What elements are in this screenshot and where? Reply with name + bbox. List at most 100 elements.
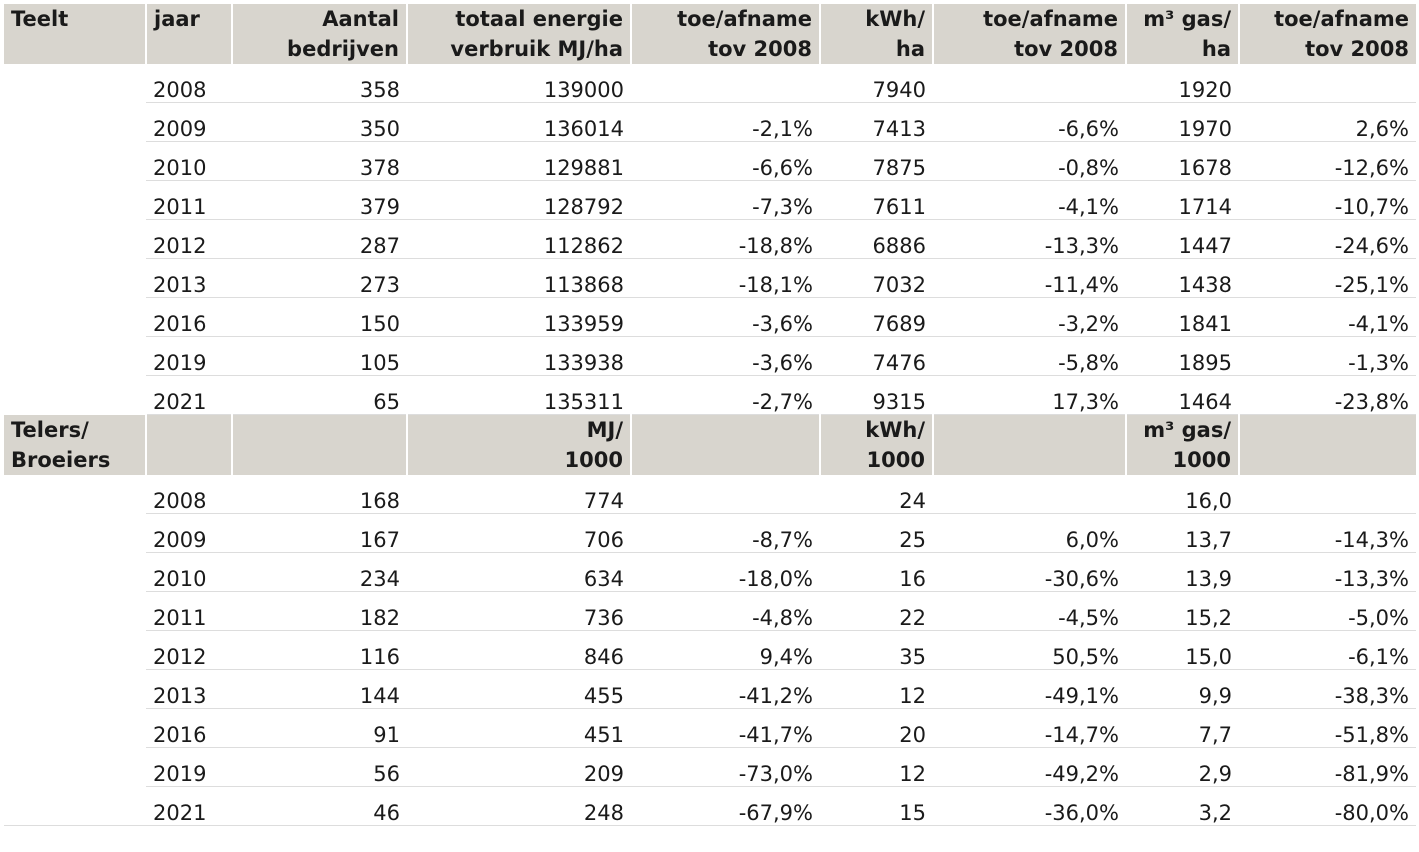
aantal-cell: 56 xyxy=(232,747,407,787)
toe-afname-kwh-cell: -0,8% xyxy=(933,141,1126,181)
jaar-cell: 2008 xyxy=(146,475,232,514)
section2-body: 2008 168 774 24 16,0 2009 167 706 -8,7% 25 6,0% 13,… xyxy=(4,475,1416,826)
jaar-cell: 2009 xyxy=(146,513,232,553)
header-energie-line1: totaal energie xyxy=(455,7,623,31)
toe-afname-gas-cell xyxy=(1239,64,1416,103)
gas-cell: 1920 xyxy=(1126,64,1239,103)
table-row: 2021 65 135311 -2,7% 9315 17,3% 1464 -23,8% xyxy=(4,375,1416,415)
table-row: 2010 378 129881 -6,6% 7875 -0,8% 1678 -12,6% xyxy=(4,141,1416,181)
gas-cell: 13,9 xyxy=(1126,552,1239,592)
kwh-cell: 7413 xyxy=(820,102,933,142)
toe-afname-energie-cell: -18,0% xyxy=(631,552,820,592)
header-toe2-line1: toe/afname xyxy=(983,7,1118,31)
energie-cell: 455 xyxy=(407,669,631,709)
header2-mj-line1: MJ/ xyxy=(586,418,623,442)
table-row: 2019 56 209 -73,0% 12 -49,2% 2,9 -81,9% xyxy=(4,747,1416,787)
teelt-cell xyxy=(4,514,146,553)
jaar-cell: 2011 xyxy=(146,591,232,631)
gas-cell: 1970 xyxy=(1126,102,1239,142)
header2-gas-line2: 1000 xyxy=(1172,448,1231,472)
toe-afname-kwh-cell: -3,2% xyxy=(933,297,1126,337)
energie-cell: 128792 xyxy=(407,180,631,220)
aantal-cell: 150 xyxy=(232,297,407,337)
teelt-cell xyxy=(4,64,146,103)
table-row: 2013 144 455 -41,2% 12 -49,1% 9,9 -38,3% xyxy=(4,669,1416,709)
toe-afname-kwh-cell: -49,1% xyxy=(933,669,1126,709)
toe-afname-kwh-cell xyxy=(933,475,1126,514)
toe-afname-gas-cell: -80,0% xyxy=(1239,786,1416,826)
toe-afname-gas-cell: -6,1% xyxy=(1239,630,1416,670)
teelt-cell xyxy=(4,142,146,181)
toe-afname-energie-cell: -6,6% xyxy=(631,141,820,181)
jaar-cell: 2019 xyxy=(146,336,232,376)
jaar-cell: 2012 xyxy=(146,630,232,670)
teelt-cell xyxy=(4,376,146,415)
gas-cell: 1447 xyxy=(1126,219,1239,259)
gas-cell: 16,0 xyxy=(1126,475,1239,514)
table-row: 2008 168 774 24 16,0 xyxy=(4,475,1416,514)
header-toe-afname-energie: toe/afname tov 2008 xyxy=(631,4,821,64)
kwh-cell: 22 xyxy=(820,591,933,631)
toe-afname-gas-cell xyxy=(1239,475,1416,514)
header-gas-line1: m³ gas/ xyxy=(1143,7,1231,31)
teelt-cell xyxy=(4,670,146,709)
kwh-cell: 9315 xyxy=(820,375,933,415)
header2-empty-toe1 xyxy=(631,414,821,475)
kwh-cell: 15 xyxy=(820,786,933,826)
jaar-cell: 2013 xyxy=(146,258,232,298)
energie-cell: 248 xyxy=(407,786,631,826)
toe-afname-energie-cell: -73,0% xyxy=(631,747,820,787)
header-toe-afname-gas: toe/afname tov 2008 xyxy=(1239,4,1416,64)
section1-body: 2008 358 139000 7940 1920 2009 350 136014 -2,1% 7… xyxy=(4,64,1416,415)
teelt-cell xyxy=(4,553,146,592)
gas-cell: 13,7 xyxy=(1126,513,1239,553)
toe-afname-kwh-cell: 17,3% xyxy=(933,375,1126,415)
toe-afname-energie-cell: -18,1% xyxy=(631,258,820,298)
kwh-cell: 7032 xyxy=(820,258,933,298)
energie-cell: 774 xyxy=(407,475,631,514)
teelt-cell xyxy=(4,748,146,787)
energie-cell: 133938 xyxy=(407,336,631,376)
energie-cell: 129881 xyxy=(407,141,631,181)
teelt-cell xyxy=(4,181,146,220)
jaar-cell: 2021 xyxy=(146,786,232,826)
gas-cell: 7,7 xyxy=(1126,708,1239,748)
teelt-cell xyxy=(4,103,146,142)
kwh-cell: 12 xyxy=(820,669,933,709)
header2-gas-line1: m³ gas/ xyxy=(1143,418,1231,442)
teelt-cell xyxy=(4,298,146,337)
kwh-cell: 7611 xyxy=(820,180,933,220)
energie-cell: 209 xyxy=(407,747,631,787)
energie-cell: 451 xyxy=(407,708,631,748)
jaar-cell: 2010 xyxy=(146,141,232,181)
header-toe1-line1: toe/afname xyxy=(677,7,812,31)
table-row: 2009 167 706 -8,7% 25 6,0% 13,7 -14,3% xyxy=(4,513,1416,553)
header-toe-afname-kwh: toe/afname tov 2008 xyxy=(933,4,1127,64)
energy-table: Teelt jaar Aantal bedrijven totaal energ… xyxy=(4,4,1416,826)
aantal-cell: 167 xyxy=(232,513,407,553)
gas-cell: 3,2 xyxy=(1126,786,1239,826)
teelt-cell xyxy=(4,786,146,826)
table-row: 2009 350 136014 -2,1% 7413 -6,6% 1970 2,6% xyxy=(4,102,1416,142)
toe-afname-energie-cell: -4,8% xyxy=(631,591,820,631)
kwh-cell: 7476 xyxy=(820,336,933,376)
jaar-cell: 2012 xyxy=(146,219,232,259)
toe-afname-kwh-cell: -4,5% xyxy=(933,591,1126,631)
header-totaal-energie: totaal energie verbruik MJ/ha xyxy=(407,4,632,64)
toe-afname-kwh-cell: -14,7% xyxy=(933,708,1126,748)
header-kwh-ha: kWh/ ha xyxy=(820,4,934,64)
header2-empty-toe2 xyxy=(933,414,1127,475)
kwh-cell: 7940 xyxy=(820,64,933,103)
header-teelt: Teelt xyxy=(4,4,147,64)
teelt-cell xyxy=(4,709,146,748)
toe-afname-energie-cell: -8,7% xyxy=(631,513,820,553)
header-toe3-line2: tov 2008 xyxy=(1305,37,1409,61)
gas-cell: 1464 xyxy=(1126,375,1239,415)
header2-empty-jaar xyxy=(146,414,233,475)
kwh-cell: 7689 xyxy=(820,297,933,337)
energie-cell: 133959 xyxy=(407,297,631,337)
toe-afname-kwh-cell: 6,0% xyxy=(933,513,1126,553)
header2-kwh-line2: 1000 xyxy=(866,448,925,472)
kwh-cell: 25 xyxy=(820,513,933,553)
teelt-cell xyxy=(4,475,146,514)
